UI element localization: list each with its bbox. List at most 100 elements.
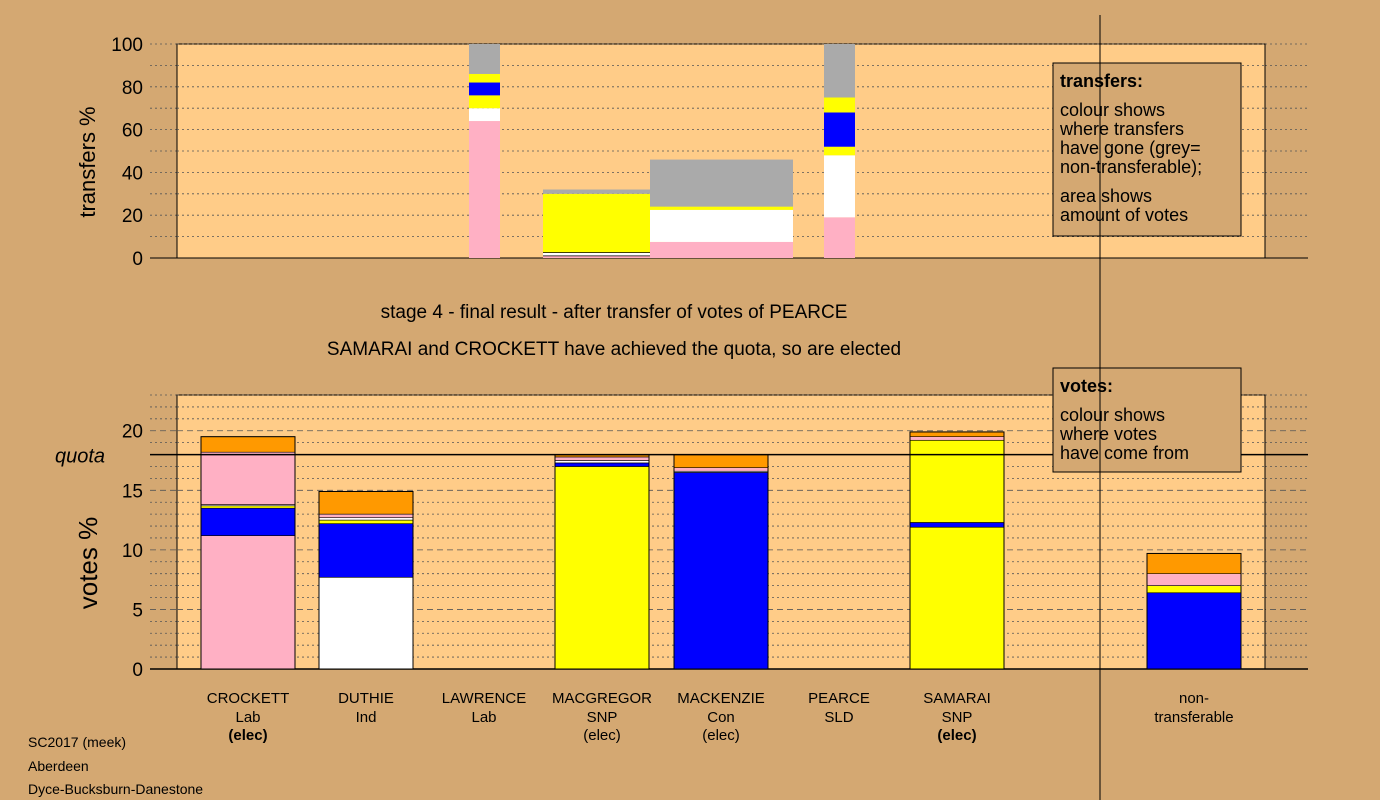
category-name: LAWRENCE: [442, 690, 526, 707]
transfer-segment: [824, 97, 855, 113]
transfer-segment: [469, 73, 500, 83]
category-party: transferable: [1154, 709, 1233, 726]
vote-segment: [1146, 573, 1242, 586]
transfers-y-label: transfers %: [75, 106, 100, 217]
legend-transfers-line: amount of votes: [1060, 205, 1188, 225]
category-party: SLD: [824, 709, 853, 726]
quota-label: quota: [55, 446, 105, 468]
y-tick-label: 40: [122, 163, 143, 184]
vote-segment: [909, 526, 1005, 670]
y-tick-label: 10: [122, 541, 143, 562]
vote-segment: [909, 436, 1005, 441]
transfer-segment: [824, 112, 855, 147]
elected-title: SAMARAI and CROCKETT have achieved the q…: [327, 339, 901, 360]
transfer-segment: [469, 95, 500, 109]
legend-votes: votes: colour shows where votes have com…: [1052, 367, 1242, 473]
vote-segment: [673, 467, 769, 472]
legend-votes-line: colour shows: [1060, 405, 1165, 425]
y-tick-label: 15: [122, 481, 143, 502]
y-tick-label: 60: [122, 121, 143, 142]
footer-line: SC2017 (meek): [28, 734, 126, 750]
category-name: SAMARAI: [923, 690, 991, 707]
votes-y-label: votes %: [73, 517, 103, 610]
transfer-segment: [543, 189, 665, 194]
transfer-segment: [469, 108, 500, 122]
y-tick-label: 100: [111, 35, 143, 56]
y-tick-label: 0: [132, 249, 143, 270]
votes-y-ticks: 0 5 10 15 20: [122, 422, 143, 681]
y-tick-label: 5: [132, 600, 143, 621]
category-status: (elec): [702, 727, 740, 744]
transfer-segment: [469, 44, 500, 74]
legend-transfers: transfers: colour shows where transfers …: [1052, 62, 1242, 237]
legend-transfers-line: area shows: [1060, 186, 1152, 206]
transfer-segment: [824, 146, 855, 156]
category-name: MACGREGOR: [552, 690, 652, 707]
vote-segment: [909, 431, 1005, 437]
legend-votes-title: votes:: [1060, 376, 1113, 396]
category-status: (elec): [937, 727, 976, 744]
vote-segment: [318, 491, 414, 515]
transfer-segment: [469, 82, 500, 96]
category-party: Con: [707, 709, 735, 726]
vote-segment: [554, 466, 650, 670]
legend-transfers-line: where transfers: [1059, 119, 1184, 139]
vote-bar-outline: [318, 490, 414, 670]
vote-segment: [673, 472, 769, 670]
legend-transfers-line: non-transferable);: [1060, 157, 1202, 177]
vote-segment: [200, 451, 296, 505]
vote-segment: [318, 576, 414, 670]
vote-segment: [318, 523, 414, 578]
transfer-segment: [650, 159, 793, 207]
vote-segment: [554, 460, 650, 464]
transfer-segment: [650, 209, 793, 242]
footer-line: Aberdeen: [28, 758, 89, 774]
legend-transfers-line: have gone (grey=: [1060, 138, 1201, 158]
category-name: non-: [1179, 690, 1209, 707]
vote-segment: [1146, 585, 1242, 594]
vote-segment: [318, 519, 414, 524]
vote-bar-outline: [1146, 552, 1242, 670]
transfer-segment: [824, 44, 855, 98]
category-name: CROCKETT: [207, 690, 290, 707]
y-tick-label: 0: [132, 660, 143, 681]
vote-segment: [673, 454, 769, 468]
vote-segment: [909, 522, 1005, 528]
transfer-segment: [543, 193, 665, 253]
transfer-segment: [650, 206, 793, 210]
legend-votes-line: have come from: [1060, 443, 1189, 463]
y-tick-label: 80: [122, 78, 143, 99]
category-name: MACKENZIE: [677, 690, 765, 707]
transfer-segment: [824, 217, 855, 258]
footer-line: Dyce-Bucksburn-Danestone: [28, 781, 203, 797]
category-party: SNP: [587, 709, 618, 726]
category-party: Lab: [235, 709, 260, 726]
vote-bar-outline: [200, 436, 296, 670]
category-status: (elec): [228, 727, 267, 744]
transfer-segment: [824, 155, 855, 218]
transfer-segment: [543, 255, 665, 258]
category-status: (elec): [583, 727, 621, 744]
category-party: SNP: [942, 709, 973, 726]
vote-segment: [1146, 592, 1242, 670]
vote-segment: [318, 513, 414, 519]
vote-bar-outline: [909, 431, 1005, 670]
category-party: Lab: [471, 709, 496, 726]
transfer-segment: [543, 252, 665, 256]
vote-segment: [1146, 553, 1242, 574]
vote-segment: [200, 436, 296, 453]
vote-segment: [554, 462, 650, 467]
vote-segment: [554, 456, 650, 461]
transfers-y-ticks: 0 20 40 60 80 100: [111, 35, 143, 270]
vote-segment: [200, 507, 296, 536]
vote-segment: [909, 439, 1005, 523]
transfer-bars: [469, 44, 855, 258]
stage-title: stage 4 - final result - after transfer …: [381, 302, 848, 323]
category-name: DUTHIE: [338, 690, 394, 707]
category-labels: CROCKETTLab(elec)DUTHIEIndLAWRENCELabMAC…: [207, 690, 1234, 744]
legend-votes-line: where votes: [1059, 424, 1157, 444]
transfer-segment: [469, 121, 500, 258]
legend-transfers-title: transfers:: [1060, 71, 1143, 91]
y-tick-label: 20: [122, 422, 143, 443]
